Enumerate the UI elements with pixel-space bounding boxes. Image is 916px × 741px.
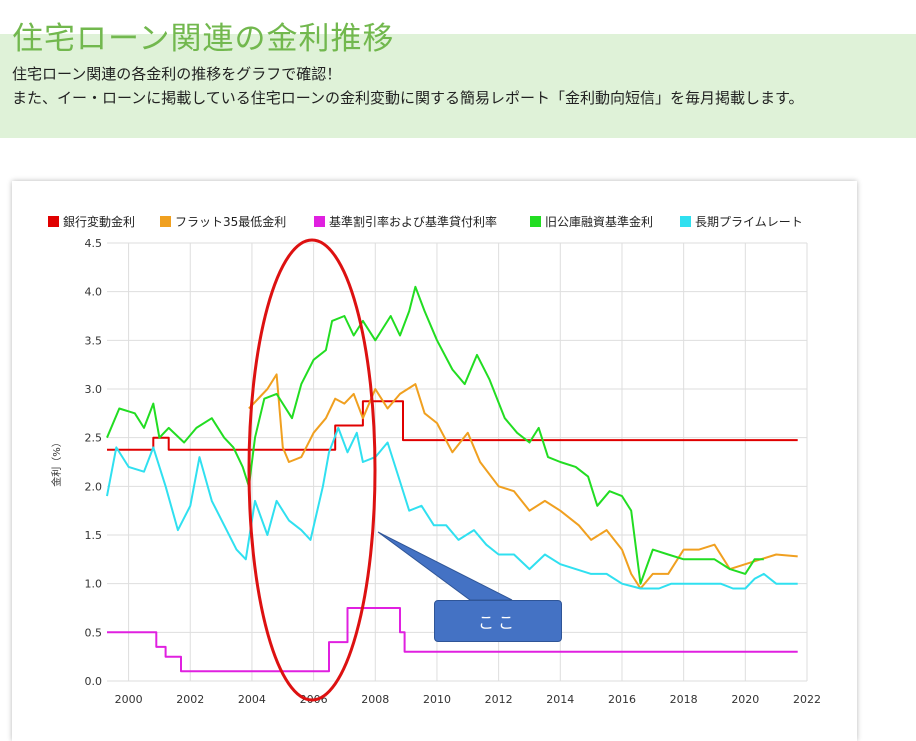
series-line-3	[106, 285, 764, 585]
y-tick-label: 3.0	[85, 383, 103, 396]
legend-swatch-0	[48, 216, 59, 227]
y-tick-label: 0.5	[85, 626, 103, 639]
x-tick-label: 2002	[176, 693, 204, 706]
x-tick-label: 2006	[300, 693, 328, 706]
x-tick-label: 2014	[546, 693, 574, 706]
series-line-4	[106, 426, 798, 590]
y-axis-label: 金利（%）	[50, 437, 63, 487]
y-tick-label: 1.0	[85, 578, 103, 591]
y-tick-label: 2.5	[85, 432, 103, 445]
header-banner	[0, 34, 916, 138]
callout-box: ここ	[434, 600, 562, 642]
legend-swatch-3	[530, 216, 541, 227]
x-tick-label: 2016	[608, 693, 636, 706]
series-line-1	[248, 373, 798, 590]
y-tick-label: 4.5	[85, 237, 103, 250]
legend-label-3: 旧公庫融資基準金利	[545, 214, 653, 229]
x-tick-label: 2012	[485, 693, 513, 706]
description-line-1: 住宅ローン関連の各金利の推移をグラフで確認！	[12, 65, 342, 83]
legend-swatch-2	[314, 216, 325, 227]
legend-swatch-1	[160, 216, 171, 227]
interest-rate-chart: 0.0 0.5 1.0 1.5 2.0 2.5 3.0 3.5 4.0 4.5 2000 2002 20…	[48, 214, 821, 706]
y-tick-label: 4.0	[85, 286, 103, 299]
x-tick-label: 2020	[731, 693, 759, 706]
x-tick-label: 2008	[361, 693, 389, 706]
x-tick-label: 2004	[238, 693, 266, 706]
series-line-0	[107, 400, 798, 451]
legend-label-2: 基準割引率および基準貸付利率	[329, 214, 497, 229]
x-tick-label: 2022	[793, 693, 821, 706]
x-tick-label: 2018	[670, 693, 698, 706]
legend-swatch-4	[680, 216, 691, 227]
page-title: 住宅ローン関連の金利推移	[12, 21, 395, 57]
legend-label-1: フラット35最低金利	[175, 214, 286, 229]
chart-card: 0.0 0.5 1.0 1.5 2.0 2.5 3.0 3.5 4.0 4.5 2000 2002 20…	[12, 181, 857, 741]
y-tick-label: 1.5	[85, 529, 103, 542]
description-line-2: また、イー・ローンに掲載している住宅ローンの金利変動に関する簡易レポート「金利動…	[12, 89, 804, 107]
y-tick-label: 2.0	[85, 480, 103, 493]
y-tick-label: 3.5	[85, 334, 103, 347]
x-tick-label: 2000	[115, 693, 143, 706]
x-tick-label: 2010	[423, 693, 451, 706]
legend-label-0: 銀行変動金利	[63, 214, 135, 229]
page-description: 住宅ローン関連の各金利の推移をグラフで確認！ また、イー・ローンに掲載している住…	[12, 62, 804, 110]
y-tick-label: 0.0	[85, 675, 103, 688]
legend-label-4: 長期プライムレート	[695, 215, 803, 229]
